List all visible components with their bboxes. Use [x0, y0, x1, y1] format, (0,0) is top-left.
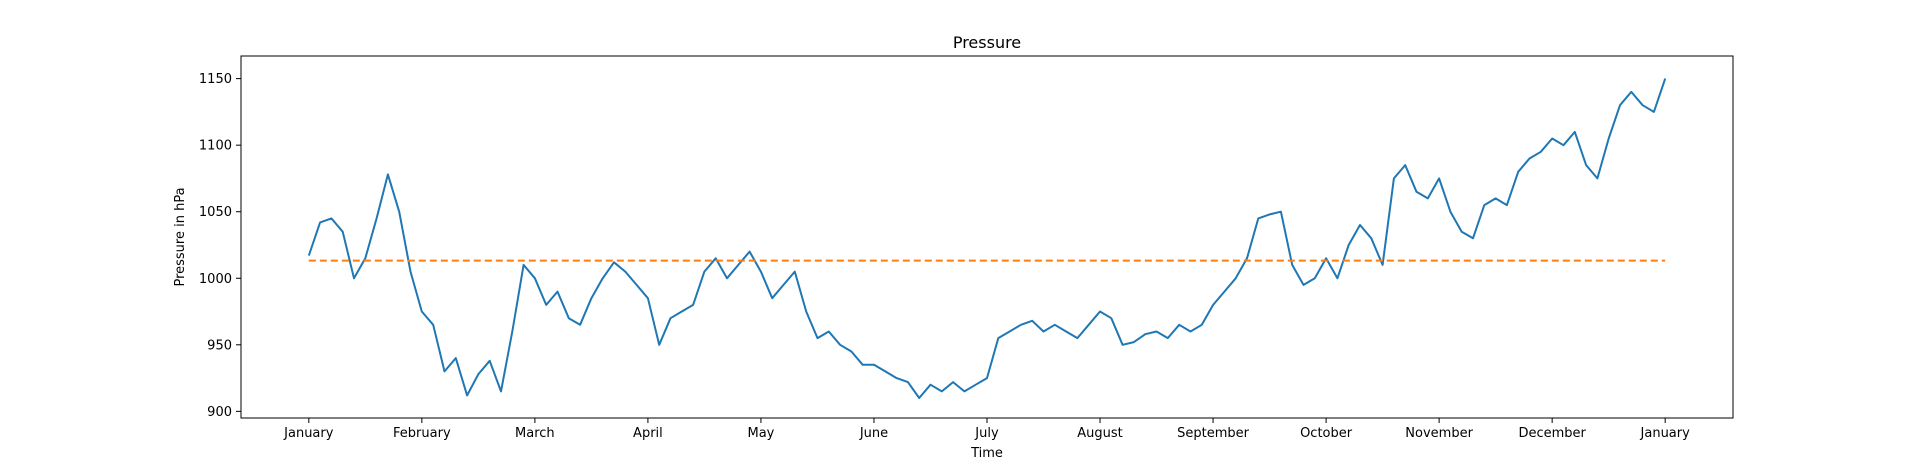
- y-tick-label: 950: [207, 338, 232, 353]
- y-tick-label: 1100: [199, 139, 232, 154]
- x-tick-label: July: [974, 426, 999, 441]
- x-tick-label: September: [1177, 426, 1250, 441]
- y-tick-label: 1050: [199, 205, 232, 220]
- pressure-series-line: [307, 78, 1667, 399]
- y-tick-label: 900: [207, 405, 232, 420]
- x-tick-label: November: [1405, 426, 1473, 441]
- x-axis: January February March April May June July Augu…: [283, 418, 1690, 441]
- x-tick-label: October: [1300, 426, 1353, 441]
- y-tick-label: 1150: [199, 72, 232, 87]
- x-tick-label: February: [393, 426, 451, 441]
- y-axis-title: Pressure in hPa: [173, 187, 188, 286]
- plot-area: [240, 55, 1734, 419]
- y-tick-label: 1000: [199, 272, 232, 287]
- x-tick-label: June: [859, 426, 888, 441]
- chart-title: Pressure: [953, 33, 1021, 52]
- x-tick-label: August: [1077, 426, 1123, 441]
- x-tick-label: March: [515, 426, 555, 441]
- x-axis-title: Time: [970, 446, 1003, 461]
- y-axis: 900 950 1000 1050 1100 1150: [199, 72, 241, 420]
- plot-series: [307, 78, 1667, 399]
- x-tick-label: January: [1640, 426, 1691, 441]
- x-tick-label: December: [1518, 426, 1586, 441]
- x-tick-label: January: [283, 426, 334, 441]
- x-tick-label: April: [633, 426, 663, 441]
- x-tick-label: May: [747, 426, 774, 441]
